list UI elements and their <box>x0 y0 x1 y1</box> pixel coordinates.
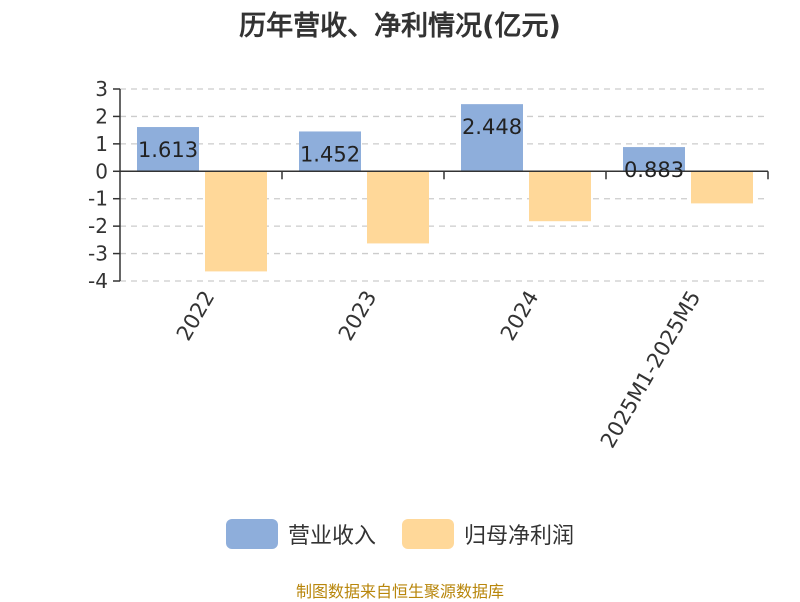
legend-item-net-profit[interactable]: 归母净利润 <box>402 518 574 550</box>
legend: 营业收入 归母净利润 <box>0 516 800 552</box>
grid-lines <box>120 88 768 282</box>
y-tick-label: 0 <box>95 159 108 183</box>
y-tick-label: -1 <box>88 187 108 211</box>
x-tick-label: 2023 <box>334 287 382 345</box>
legend-swatch-net-profit <box>402 519 454 549</box>
bar-revenue <box>137 127 199 172</box>
legend-label-net-profit: 归母净利润 <box>464 524 575 549</box>
y-tick-label: -4 <box>88 269 108 293</box>
legend-label-revenue: 营业收入 <box>287 524 376 549</box>
y-tick-label: 3 <box>95 77 108 101</box>
chart-title: 历年营收、净利情况(亿元) <box>239 11 561 42</box>
bar-revenue <box>461 104 523 172</box>
bar-revenue <box>623 147 685 172</box>
axes <box>113 88 769 282</box>
chart-plot: -4 -3 -2 -1 0 1 2 3 1.613 2022 1.452 2023 2.448 2024 0… <box>88 77 769 453</box>
data-label: 1.613 <box>138 138 198 162</box>
bar-revenue <box>299 131 361 172</box>
y-tick-label: 1 <box>95 132 108 156</box>
bar-net-profit <box>691 171 753 204</box>
legend-item-revenue[interactable]: 营业收入 <box>225 518 376 550</box>
source-note: 制图数据来自恒生聚源数据库 <box>295 582 504 601</box>
x-tick-label: 2022 <box>172 287 220 345</box>
data-label: 2.448 <box>462 115 522 139</box>
y-tick-label: -2 <box>88 214 108 238</box>
data-label: 0.883 <box>624 158 684 182</box>
x-tick-label: 2024 <box>496 287 544 345</box>
data-label: 1.452 <box>300 142 360 166</box>
bar-net-profit <box>367 171 429 244</box>
y-tick-label: -3 <box>88 242 108 266</box>
bars <box>137 104 753 272</box>
y-tick-label: 2 <box>95 104 108 128</box>
x-tick-label: 2025M1-2025M5 <box>596 287 706 453</box>
bar-net-profit <box>529 171 591 222</box>
bar-net-profit <box>205 171 267 272</box>
legend-swatch-revenue <box>225 519 278 549</box>
